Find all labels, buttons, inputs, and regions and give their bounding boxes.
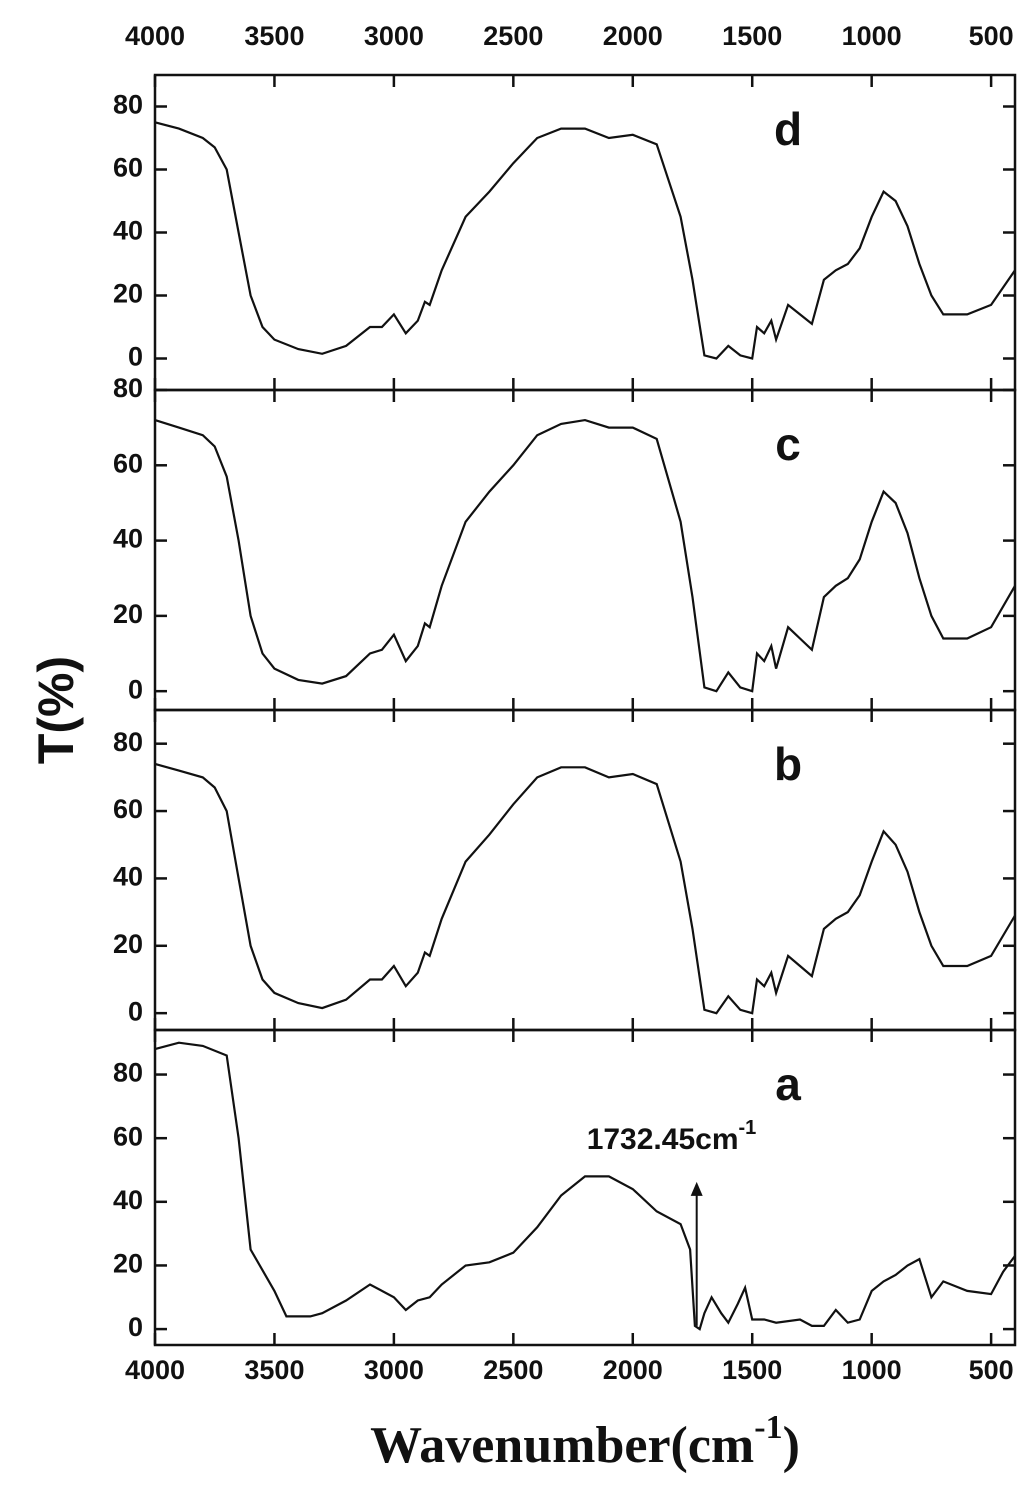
annotation-label: 1732.45cm-1 bbox=[587, 1117, 757, 1156]
plot-frame bbox=[153, 708, 1017, 1032]
y-tick-label: 20 bbox=[113, 279, 143, 309]
y-tick-label: 0 bbox=[128, 342, 143, 372]
x-tick-label-top: 500 bbox=[969, 21, 1014, 51]
x-axis-label: Wavenumber(cm-1) bbox=[370, 1409, 800, 1474]
x-tick-label: 1000 bbox=[842, 1355, 902, 1385]
y-axis-label: T(%) bbox=[28, 656, 84, 764]
spectrum-line bbox=[154, 1041, 1016, 1331]
y-tick-label: 80 bbox=[113, 373, 143, 403]
panel-label: c bbox=[775, 418, 801, 470]
y-tick-label: 40 bbox=[113, 524, 143, 554]
arrow-head bbox=[690, 1181, 703, 1196]
spectrum-line bbox=[154, 121, 1016, 360]
x-tick-label-top: 4000 bbox=[125, 21, 185, 51]
y-tick-label: 60 bbox=[113, 448, 143, 478]
x-tick-label-top: 2500 bbox=[483, 21, 543, 51]
x-tick-label: 3500 bbox=[244, 1355, 304, 1385]
y-tick-label: 20 bbox=[113, 599, 143, 629]
x-tick-label-top: 2000 bbox=[603, 21, 663, 51]
x-tick-label-top: 1500 bbox=[722, 21, 782, 51]
panel-label: d bbox=[774, 103, 802, 155]
panel-label: b bbox=[774, 738, 802, 790]
y-tick-label: 20 bbox=[113, 1249, 143, 1279]
y-tick-label: 0 bbox=[128, 1312, 143, 1342]
y-tick-label: 40 bbox=[113, 216, 143, 246]
x-tick-label: 3000 bbox=[364, 1355, 424, 1385]
x-tick-label: 1500 bbox=[722, 1355, 782, 1385]
plot-frame bbox=[153, 1028, 1017, 1347]
x-tick-label-top: 3000 bbox=[364, 21, 424, 51]
x-tick-label: 2500 bbox=[483, 1355, 543, 1385]
y-tick-label: 40 bbox=[113, 862, 143, 892]
y-tick-label: 80 bbox=[113, 90, 143, 120]
annotation-text: 1732.45cm bbox=[587, 1123, 739, 1156]
y-tick-label: 0 bbox=[128, 674, 143, 704]
x-tick-label: 500 bbox=[969, 1355, 1014, 1385]
y-tick-label: 80 bbox=[113, 727, 143, 757]
y-tick-label: 60 bbox=[113, 794, 143, 824]
spectrum-line bbox=[154, 418, 1016, 693]
x-tick-label: 4000 bbox=[125, 1355, 185, 1385]
y-tick-label: 80 bbox=[113, 1058, 143, 1088]
x-tick-label-top: 1000 bbox=[842, 21, 902, 51]
x-tick-label: 2000 bbox=[603, 1355, 663, 1385]
y-tick-label: 20 bbox=[113, 929, 143, 959]
y-tick-label: 40 bbox=[113, 1185, 143, 1215]
y-tick-label: 0 bbox=[128, 996, 143, 1026]
x-tick-label-top: 3500 bbox=[244, 21, 304, 51]
plot-frame bbox=[153, 388, 1017, 712]
panel-label: a bbox=[775, 1058, 801, 1110]
y-tick-label: 60 bbox=[113, 153, 143, 183]
y-tick-label: 60 bbox=[113, 1121, 143, 1151]
annotation-superscript: -1 bbox=[739, 1117, 757, 1139]
spectrum-line bbox=[154, 762, 1016, 1015]
